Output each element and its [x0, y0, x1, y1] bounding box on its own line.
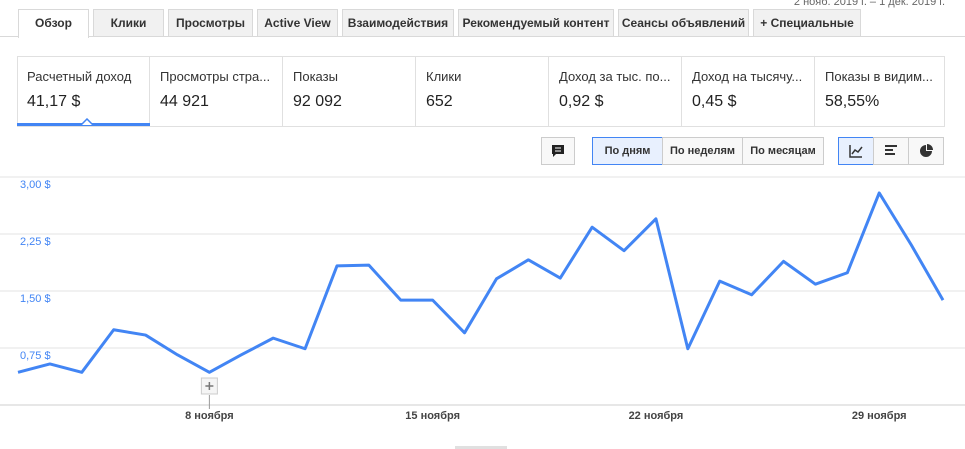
- metric-notch: [80, 118, 94, 126]
- tab-divider: [0, 36, 965, 37]
- line: [17, 191, 945, 374]
- tab[interactable]: Просмотры: [168, 9, 253, 36]
- date-range[interactable]: 2 нояб. 2019 г. – 1 дек. 2019 г.: [793, 0, 945, 8]
- metric-panel: [17, 56, 945, 127]
- tab[interactable]: Рекомендуемый контент: [458, 9, 614, 36]
- x-tick-label: 15 ноября: [405, 410, 460, 422]
- metric-value: 92 092: [293, 93, 342, 110]
- tab[interactable]: Сеансы объявлений: [618, 9, 749, 36]
- x-tick-label: 8 ноября: [185, 410, 234, 422]
- metric-card[interactable]: Показы в видим... 58,55%: [815, 57, 948, 126]
- line-icon: [849, 145, 863, 158]
- period-button[interactable]: По месяцам: [742, 137, 824, 165]
- x-tick-label: 22 ноября: [629, 410, 684, 422]
- annotation-button: [200, 377, 218, 395]
- metric-label: Доход за тыс. по...: [559, 69, 671, 84]
- period-button[interactable]: По дням: [592, 137, 663, 165]
- comment-icon: [552, 145, 564, 157]
- pie-icon: [920, 144, 933, 157]
- metric-value: 44 921: [160, 93, 209, 110]
- metric-card[interactable]: Доход на тысячу... 0,45 $: [682, 57, 815, 126]
- tab[interactable]: Клики: [93, 9, 164, 36]
- metric-value: 41,17 $: [27, 93, 81, 110]
- metric-label: Показы: [293, 69, 338, 84]
- metric-label: Просмотры стра...: [160, 69, 271, 84]
- tab[interactable]: Взаимодействия: [342, 9, 454, 36]
- comment-button[interactable]: [541, 137, 575, 165]
- metric-label: Расчетный доход: [27, 69, 132, 84]
- tab[interactable]: Active View: [257, 9, 338, 36]
- period-button[interactable]: По неделям: [662, 137, 743, 165]
- metric-label: Показы в видим...: [825, 69, 933, 84]
- metric-label: Доход на тысячу...: [692, 69, 803, 84]
- metric-card[interactable]: Показы 92 092: [283, 57, 416, 126]
- y-tick-label: 3,00 $: [20, 179, 51, 191]
- metric-card[interactable]: Расчетный доход 41,17 $: [17, 57, 150, 126]
- y-tick-label: 2,25 $: [20, 236, 51, 248]
- metric-card[interactable]: Просмотры стра... 44 921: [150, 57, 283, 126]
- annotation-plus: [205, 382, 214, 390]
- pie-chart-button[interactable]: [908, 137, 944, 165]
- tab[interactable]: Обзор: [18, 9, 89, 38]
- metric-value: 0,45 $: [692, 93, 737, 110]
- bar-chart-button[interactable]: [873, 137, 909, 165]
- metric-label: Клики: [426, 69, 462, 84]
- metric-card[interactable]: Клики 652: [416, 57, 549, 126]
- metric-value: 0,92 $: [559, 93, 604, 110]
- line-chart-button[interactable]: [838, 137, 874, 165]
- y-tick-label: 0,75 $: [20, 350, 51, 362]
- metric-value: 652: [426, 93, 453, 110]
- metric-card[interactable]: Доход за тыс. по... 0,92 $: [549, 57, 682, 126]
- tab[interactable]: + Специальные: [753, 9, 861, 36]
- metric-value: 58,55%: [825, 93, 880, 110]
- bar-icon: [885, 145, 897, 155]
- x-tick-label: 29 ноября: [852, 410, 907, 422]
- y-tick-label: 1,50 $: [20, 293, 51, 305]
